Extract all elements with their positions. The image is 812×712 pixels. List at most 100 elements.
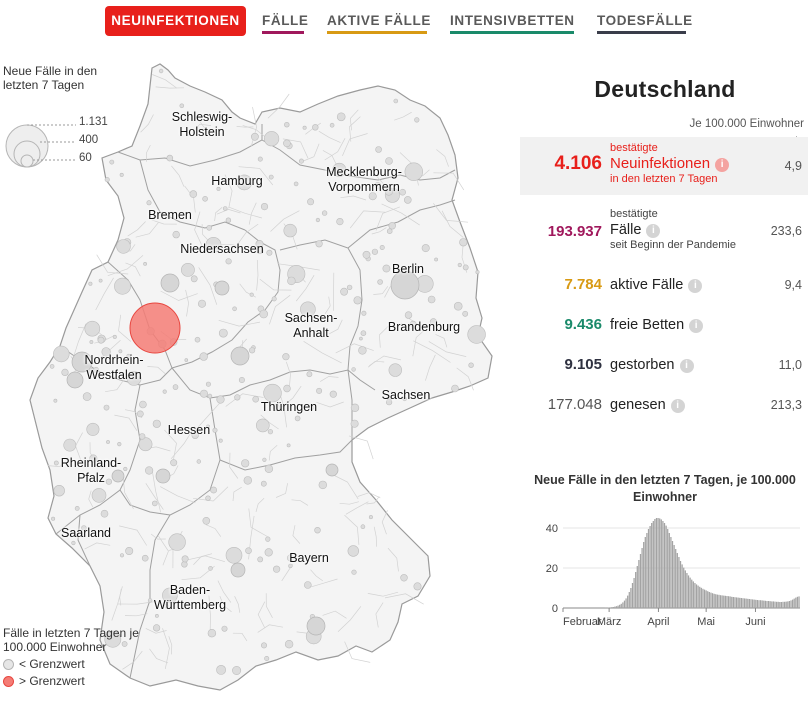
district-bubble [109,159,115,165]
below-threshold-label: < Grenzwert [19,657,85,671]
chart-bar [695,584,698,608]
chart-title: Neue Fälle in den letzten 7 Tagen, je 10… [534,473,796,504]
chart-bar [638,560,640,608]
chart-bar [742,598,744,608]
district-bubble [384,187,394,196]
district-bubble [284,639,294,649]
tab-aktive-faelle[interactable]: AKTIVE FÄLLE [327,6,430,36]
info-icon[interactable]: i [646,224,661,238]
state-label-niedersachsen: Niedersachsen [180,242,263,257]
district-border [47,457,69,467]
district-border [329,472,359,500]
district-border [218,319,261,327]
chart-bar [703,589,706,608]
state-label-line: Bremen [148,208,192,222]
district-bubble [404,162,423,181]
info-icon[interactable]: i [670,399,685,413]
stat-row-aktive[interactable]: 7.784 aktive Fälle i 9,4 [520,274,808,298]
district-bubble [393,98,399,104]
state-label-line: Mecklenburg- [326,165,402,179]
chart-bar [697,585,699,608]
chart-bar [718,594,720,608]
district-bubble [264,464,274,473]
district-border [124,613,148,617]
tab-faelle-underline [262,31,304,34]
district-bubble [318,480,327,490]
chart-bar [739,597,741,608]
chart-bar [654,519,656,608]
state-label-hessen: Hessen [168,423,210,438]
district-bubble [429,318,438,326]
district-bubble [218,328,228,338]
neuinfektionen-text: bestätigte Neuinfektionen i in den letzte… [610,142,730,186]
chart-bar [627,595,629,608]
district-bubble [451,384,459,393]
district-bubble [206,424,211,429]
district-border [185,555,225,563]
tab-intensivbetten[interactable]: INTENSIVBETTEN [450,6,574,36]
district-border [195,400,222,431]
district-border [162,628,170,669]
district-bubble [467,325,486,344]
info-icon[interactable]: i [688,279,703,293]
state-label-line: Berlin [392,262,424,276]
stat-row-faelle[interactable]: 193.937 bestätigte Fälle i seit Beginn de… [520,205,808,259]
chart-bar [729,596,731,608]
district-bubble [308,404,315,411]
chart-bar [675,549,677,608]
tab-todesfaelle[interactable]: TODESFÄLLE [597,6,692,36]
aktive-label-wrap: aktive Fälle i [610,276,703,294]
stat-row-betten[interactable]: 9.436 freie Betten i [520,314,808,338]
info-icon[interactable]: i [689,319,704,333]
district-border [295,275,315,302]
stat-row-gestorben[interactable]: 9.105 gestorben i 11,0 [520,354,808,378]
district-bubble [390,270,420,300]
district-border [160,486,196,504]
neuinfektionen-label-wrap: Neuinfektionen i [610,155,730,173]
chart-bar [683,567,685,608]
district-border [269,294,291,325]
chart-bar [783,601,786,608]
district-bubble [89,454,98,463]
district-bubble [286,443,291,448]
size-legend-circle-small [20,154,34,168]
info-icon[interactable]: i [679,359,694,373]
district-bubble [238,376,245,383]
district-border [146,144,151,162]
size-legend-title: Neue Fälle in den letzten 7 Tagen [3,64,98,92]
district-border [310,569,324,582]
chart-bar [681,564,683,608]
stat-row-neuinfektionen[interactable]: 4.106 bestätigte Neuinfektionen i in den … [520,137,808,195]
info-icon[interactable]: i [715,158,730,172]
district-bubble [271,296,277,302]
district-bubble [266,249,273,256]
above-threshold-label: > Grenzwert [19,674,85,688]
stat-row-genesen[interactable]: 177.048 genesen i 213,3 [520,394,808,418]
chart-bar [662,521,664,608]
tab-neuinfektionen[interactable]: NEUINFEKTIONEN [105,6,246,36]
map-canvas[interactable] [0,0,520,712]
state-label-hamburg: Hamburg [211,174,262,189]
district-bubble [236,174,253,191]
district-bubble [196,459,202,464]
chart-bar [615,606,618,608]
district-bubble [321,210,328,216]
tab-faelle[interactable]: FÄLLE [262,6,308,36]
state-label-line: Rheinland- [60,456,122,470]
district-bubble [218,438,223,443]
chart-bar [660,519,662,608]
district-bubble [125,546,134,555]
district-bubble [189,190,198,198]
district-bubble [434,257,439,262]
district-bubble [216,186,221,191]
district-bubble [53,485,65,497]
district-bubble [294,415,301,422]
district-bubble [145,466,154,475]
district-bubble [346,284,353,291]
chart-bar [769,601,771,608]
district-border [72,323,87,361]
chart-bar [791,599,794,608]
chart-bar [667,529,669,608]
district-border [114,414,138,431]
chart-bar [787,601,789,608]
